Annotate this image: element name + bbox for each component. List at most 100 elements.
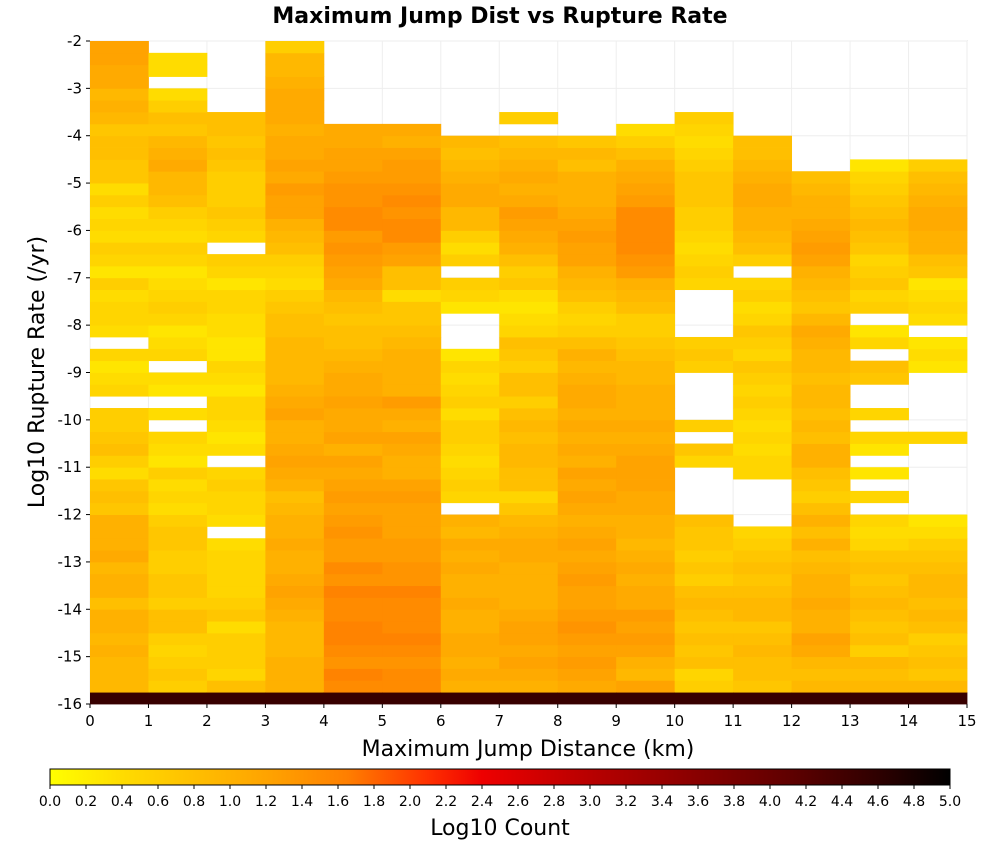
heatmap-cell: [499, 313, 559, 326]
heatmap-cell: [733, 408, 792, 421]
heatmap-cell: [908, 159, 968, 172]
heatmap-cell: [850, 408, 909, 421]
heatmap-cell: [265, 479, 325, 492]
heatmap-cell: [616, 692, 676, 705]
heatmap-cell: [148, 408, 208, 421]
heatmap-cell: [265, 348, 325, 362]
heatmap-cell: [206, 171, 266, 184]
colorbar-tick-label: 2.8: [543, 794, 565, 810]
heatmap-cell: [733, 656, 792, 669]
heatmap-cell: [90, 372, 149, 385]
heatmap-cell: [908, 194, 968, 208]
heatmap-cell: [265, 206, 325, 219]
heatmap-cell: [206, 419, 266, 433]
heatmap-cell: [90, 419, 149, 433]
heatmap-cell: [440, 289, 500, 302]
heatmap-cell: [148, 88, 208, 101]
heatmap-cell: [382, 431, 442, 444]
heatmap-cell: [90, 514, 149, 527]
heatmap-cell: [674, 336, 734, 350]
heatmap-cell: [206, 325, 266, 338]
heatmap-cell: [323, 360, 383, 373]
heatmap-cell: [206, 313, 266, 326]
heatmap-cell: [733, 692, 792, 705]
heatmap-cell: [265, 135, 325, 148]
heatmap-cell: [557, 313, 617, 326]
heatmap-cell: [616, 325, 676, 338]
colorbar-tick-label: 2.0: [399, 794, 421, 810]
chart-title: Maximum Jump Dist vs Rupture Rate: [272, 4, 727, 29]
heatmap-cell: [557, 597, 617, 610]
heatmap-cell: [499, 194, 559, 208]
heatmap-cell: [557, 692, 617, 705]
heatmap-cell: [206, 396, 266, 409]
heatmap-cell: [382, 585, 442, 598]
heatmap-cell: [206, 206, 266, 219]
colorbar-tick-label: 5.0: [939, 794, 961, 810]
heatmap-cell: [206, 123, 266, 137]
heatmap-cell: [850, 656, 909, 669]
heatmap-cell: [265, 408, 325, 421]
heatmap-cell: [557, 289, 617, 302]
heatmap-cell: [616, 680, 676, 693]
heatmap-cell: [440, 206, 500, 219]
heatmap-cell: [382, 692, 442, 705]
heatmap-cell: [908, 609, 968, 622]
heatmap-cell: [791, 348, 851, 362]
heatmap-cell: [616, 632, 676, 646]
heatmap-cell: [557, 408, 617, 421]
colorbar-ticks: 0.0 0.2 0.4 0.6 0.8 1.0 1.2 1.4 1.6 1.8 2.0 2.2 2.4 2…: [39, 785, 961, 810]
heatmap-cell: [265, 265, 325, 279]
heatmap-cell: [323, 336, 383, 350]
heatmap-cell: [323, 431, 383, 444]
heatmap-cell: [791, 644, 851, 658]
heatmap-cell: [90, 490, 149, 504]
heatmap-cell: [499, 218, 559, 231]
heatmap-cell: [557, 396, 617, 409]
x-tick-label: 2: [202, 712, 212, 730]
heatmap-cell: [791, 443, 851, 456]
heatmap-cell: [440, 254, 500, 267]
heatmap-cell: [791, 277, 851, 291]
heatmap-cell: [908, 561, 968, 575]
heatmap-cell: [791, 561, 851, 575]
heatmap-cell: [382, 135, 442, 148]
x-tick-label: 11: [724, 712, 743, 730]
heatmap-cell: [206, 585, 266, 598]
heatmap-cell: [90, 64, 149, 77]
heatmap-cell: [323, 597, 383, 610]
heatmap-cell: [90, 431, 149, 444]
heatmap-cell: [557, 502, 617, 515]
heatmap-cell: [616, 242, 676, 255]
heatmap-cell: [557, 265, 617, 279]
colorbar-tick-label: 4.6: [867, 794, 889, 810]
heatmap-cell: [90, 301, 149, 314]
heatmap-cell: [908, 632, 968, 646]
heatmap-cell: [557, 301, 617, 314]
heatmap-cell: [499, 112, 559, 125]
heatmap-cell: [850, 668, 909, 681]
heatmap-cell: [499, 325, 559, 338]
heatmap-cell: [323, 609, 383, 622]
heatmap-cell: [616, 360, 676, 373]
heatmap-cell: [206, 656, 266, 669]
heatmap-cell: [674, 123, 734, 137]
heatmap-cell: [557, 183, 617, 196]
heatmap-cell: [90, 384, 149, 397]
heatmap-cell: [90, 206, 149, 219]
heatmap-cell: [791, 336, 851, 350]
heatmap-cell: [674, 680, 734, 693]
heatmap-cell: [265, 159, 325, 172]
heatmap-cell: [323, 561, 383, 575]
heatmap-cell: [90, 526, 149, 539]
heatmap-cell: [791, 538, 851, 551]
colorbar-tick-label: 0.0: [39, 794, 61, 810]
heatmap-cell: [499, 372, 559, 385]
heatmap-cell: [440, 348, 500, 362]
heatmap-cell: [90, 112, 149, 125]
heatmap-cell: [148, 455, 208, 468]
heatmap-cell: [557, 467, 617, 480]
heatmap-cell: [499, 230, 559, 243]
heatmap-cell: [148, 147, 208, 160]
heatmap-cell: [90, 360, 149, 373]
